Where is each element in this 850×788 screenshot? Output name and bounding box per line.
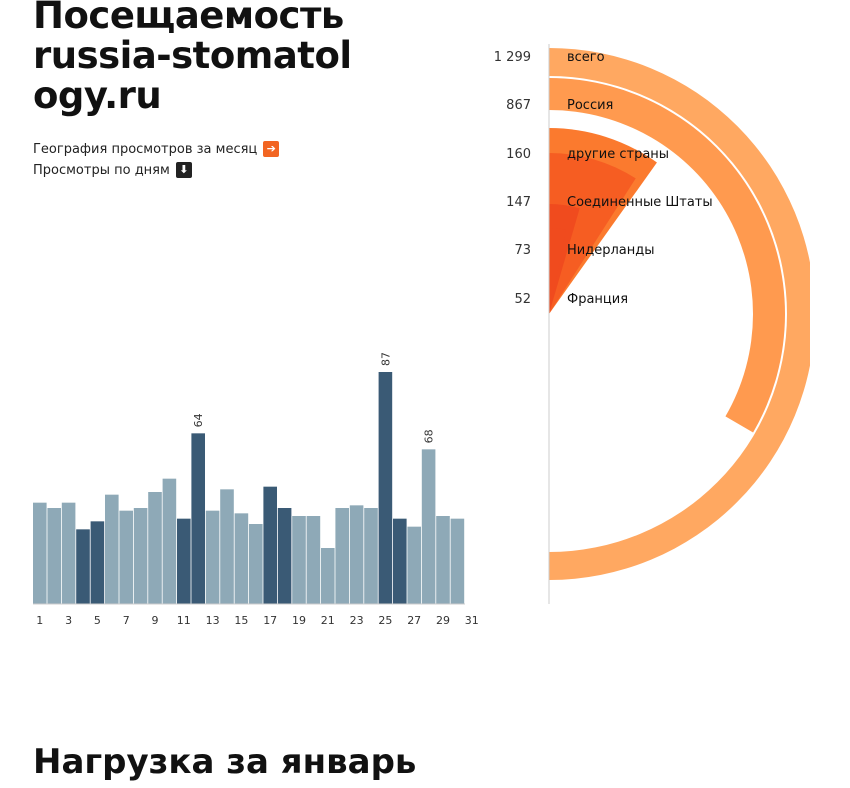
bar-data-label: 64 bbox=[192, 413, 205, 427]
x-tick-label: 23 bbox=[350, 614, 364, 627]
geo-value-label: 160 bbox=[506, 147, 531, 162]
bar-day-19[interactable] bbox=[292, 516, 306, 604]
geo-value-label: 867 bbox=[506, 98, 531, 113]
x-tick-label: 15 bbox=[234, 614, 248, 627]
geo-link[interactable]: География просмотров за месяц ➔ bbox=[33, 141, 280, 157]
geo-link-label[interactable]: География просмотров за месяц bbox=[33, 141, 258, 157]
x-tick-label: 9 bbox=[152, 614, 159, 627]
bar-day-22[interactable] bbox=[335, 508, 349, 604]
bar-day-21[interactable] bbox=[321, 548, 335, 604]
bar-day-13[interactable] bbox=[205, 510, 220, 604]
bar-day-12[interactable] bbox=[191, 433, 205, 604]
x-tick-label: 5 bbox=[94, 614, 101, 627]
x-tick-label: 13 bbox=[206, 614, 220, 627]
bar-day-20[interactable] bbox=[306, 516, 321, 604]
x-tick-label: 17 bbox=[263, 614, 277, 627]
days-link[interactable]: Просмотры по дням ⬇ bbox=[33, 162, 192, 178]
x-tick-label: 21 bbox=[321, 614, 335, 627]
bar-day-8[interactable] bbox=[133, 508, 148, 604]
geo-value-label: 73 bbox=[514, 243, 531, 258]
section-title: Нагрузка за январь bbox=[33, 742, 417, 782]
bar-day-1[interactable] bbox=[33, 502, 47, 604]
geo-country-label: Нидерланды bbox=[567, 243, 655, 258]
x-tick-label: 31 bbox=[465, 614, 479, 627]
bar-day-4[interactable] bbox=[76, 529, 90, 604]
geo-value-label: 52 bbox=[514, 292, 531, 307]
ring-russia[interactable] bbox=[549, 78, 785, 433]
x-tick-label: 1 bbox=[36, 614, 43, 627]
geo-country-label: всего bbox=[567, 50, 605, 65]
x-tick-label: 29 bbox=[436, 614, 450, 627]
bar-day-11[interactable] bbox=[177, 518, 191, 604]
geo-country-label: Россия bbox=[567, 98, 613, 113]
bar-day-23[interactable] bbox=[349, 505, 364, 604]
bar-day-10[interactable] bbox=[162, 478, 177, 604]
bar-day-15[interactable] bbox=[234, 513, 249, 604]
arrow-right-icon[interactable]: ➔ bbox=[263, 141, 280, 157]
x-tick-label: 7 bbox=[123, 614, 130, 627]
geo-country-label: Соединенные Штаты bbox=[567, 195, 713, 210]
bar-day-7[interactable] bbox=[119, 510, 133, 604]
geo-views-radial-chart: 1 299 всего 867 Россия 160 другие страны 147 Со… bbox=[494, 44, 810, 604]
x-tick-label: 3 bbox=[65, 614, 72, 627]
bar-data-label: 87 bbox=[379, 352, 392, 366]
ring-country-3[interactable] bbox=[549, 153, 636, 314]
bar-data-label: 68 bbox=[423, 429, 436, 443]
ring-country-5[interactable] bbox=[549, 228, 567, 314]
bar-day-3[interactable] bbox=[61, 502, 76, 604]
bar-day-16[interactable] bbox=[249, 524, 263, 604]
bar-day-29[interactable] bbox=[436, 516, 450, 604]
bar-day-14[interactable] bbox=[220, 489, 234, 604]
x-tick-label: 27 bbox=[407, 614, 421, 627]
bar-day-9[interactable] bbox=[148, 492, 162, 604]
geo-country-label: другие страны bbox=[567, 147, 669, 162]
bar-day-18[interactable] bbox=[277, 508, 292, 604]
bar-day-31[interactable] bbox=[450, 518, 465, 604]
geo-country-label: Франция bbox=[567, 292, 628, 307]
bar-day-6[interactable] bbox=[105, 494, 119, 604]
bar-day-27[interactable] bbox=[407, 526, 421, 604]
bar-day-5[interactable] bbox=[90, 521, 105, 604]
geo-value-label: 1 299 bbox=[494, 50, 531, 65]
arrow-down-icon[interactable]: ⬇ bbox=[175, 162, 192, 178]
bar-day-26[interactable] bbox=[393, 518, 407, 604]
bar-day-2[interactable] bbox=[47, 508, 61, 604]
days-link-label[interactable]: Просмотры по дням bbox=[33, 162, 170, 178]
bar-day-17[interactable] bbox=[263, 486, 277, 604]
x-tick-label: 11 bbox=[177, 614, 191, 627]
x-tick-label: 25 bbox=[378, 614, 392, 627]
geo-value-label: 147 bbox=[506, 195, 531, 210]
bar-day-25[interactable] bbox=[378, 372, 393, 604]
page-title: Посещаемость russia-stomatology.ru bbox=[33, 0, 352, 117]
bar-day-24[interactable] bbox=[364, 508, 378, 604]
x-tick-label: 19 bbox=[292, 614, 306, 627]
bar-day-28[interactable] bbox=[421, 449, 436, 604]
